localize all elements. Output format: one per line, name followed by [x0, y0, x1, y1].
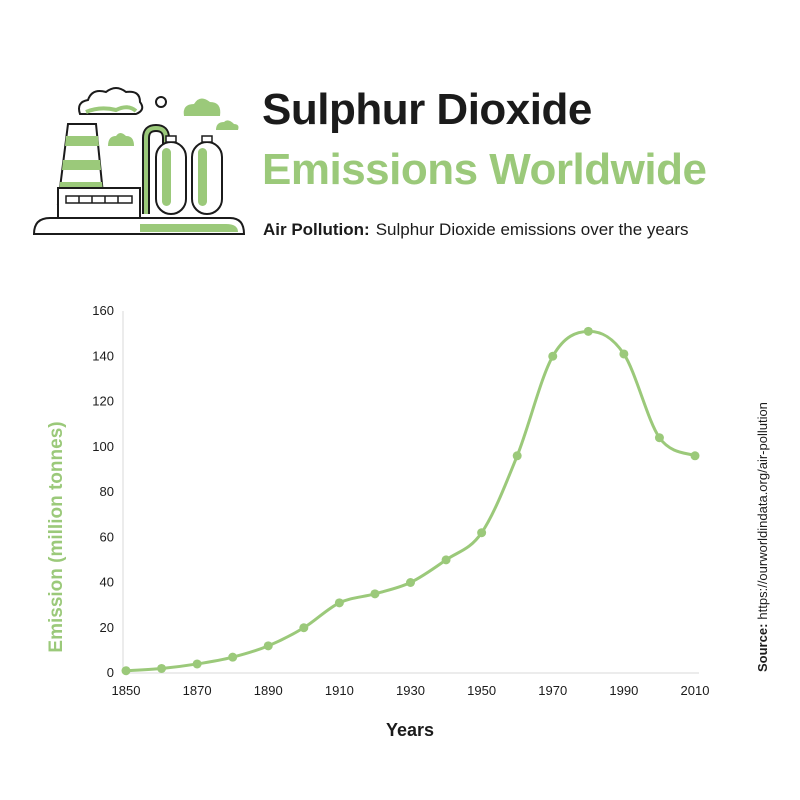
x-tick-label: 2010 [681, 683, 710, 698]
data-point [228, 652, 238, 662]
data-point [548, 351, 558, 361]
x-tick-label: 1970 [538, 683, 567, 698]
page-title-line1: Sulphur Dioxide [262, 85, 592, 134]
y-axis-label: Emission (million tonnes) [46, 421, 67, 652]
x-tick-label: 1930 [396, 683, 425, 698]
data-point [121, 666, 131, 676]
data-point [583, 326, 593, 336]
chart-axes [122, 311, 699, 674]
data-point [441, 555, 451, 565]
data-point [334, 598, 344, 608]
series-line [125, 329, 696, 673]
x-tick-label: 1850 [112, 683, 141, 698]
data-point [690, 451, 700, 461]
x-tick-label: 1910 [325, 683, 354, 698]
x-tick-label: 1870 [183, 683, 212, 698]
chart-tick-labels: 0 20 40 60 80 100 120 140 160 1850 1870 1890 1910 193… [92, 303, 709, 698]
source-link: https://ourworldindata.org/air-pollution [755, 402, 770, 620]
subtitle-lead: Air Pollution: [263, 220, 370, 239]
y-tick-label: 160 [92, 303, 114, 318]
data-point [263, 641, 273, 651]
y-tick-label: 120 [92, 394, 114, 409]
x-tick-label: 1950 [467, 683, 496, 698]
y-tick-label: 140 [92, 348, 114, 363]
y-tick-label: 80 [100, 484, 114, 499]
y-tick-label: 0 [107, 665, 114, 680]
data-point [654, 433, 664, 443]
y-tick-label: 40 [100, 575, 114, 590]
page-subtitle: Air Pollution: Sulphur Dioxide emissions … [263, 220, 688, 240]
factory-illustration-icon [32, 87, 246, 235]
data-point [477, 528, 487, 538]
data-point [299, 623, 309, 633]
x-tick-label: 1990 [609, 683, 638, 698]
data-point [192, 659, 202, 669]
source-note: Source: https://ourworldindata.org/air-po… [755, 402, 770, 672]
y-tick-label: 60 [100, 529, 114, 544]
data-points [121, 326, 700, 676]
x-axis-label: Years [386, 720, 434, 740]
page-title-line2: Emissions Worldwide [262, 145, 707, 194]
data-point [370, 589, 380, 599]
y-tick-label: 20 [100, 620, 114, 635]
x-tick-label: 1890 [254, 683, 283, 698]
data-point [512, 451, 522, 461]
data-point [406, 578, 415, 587]
data-point [157, 663, 167, 673]
source-lead: Source: [755, 623, 770, 672]
data-point [619, 349, 629, 359]
y-tick-label: 100 [92, 439, 114, 454]
subtitle-text: Sulphur Dioxide emissions over the years [375, 220, 689, 239]
